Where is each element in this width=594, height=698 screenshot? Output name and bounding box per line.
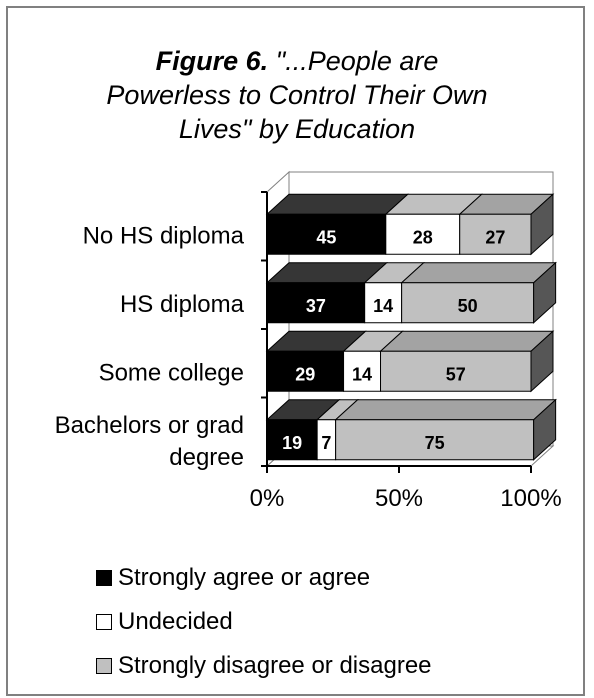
bar-segment [266,419,318,461]
legend-label-agree: Strongly agree or agree [118,564,371,591]
data-label: 19 [282,433,302,453]
x-tick-label: 50% [375,485,423,512]
bar-segment [266,213,387,255]
bar-segment [266,282,366,324]
category-label: HS diploma [120,291,245,318]
data-label: 45 [316,227,336,247]
bar-side-face [530,330,554,393]
data-label: 57 [446,364,466,384]
bar-top-face [400,262,557,284]
chart-title: Figure 6. "...People are Powerless to Co… [0,44,594,146]
legend-label-undecided: Undecided [118,608,233,635]
bar-side-face [533,261,557,324]
bar-segment [343,350,382,392]
legend-item-disagree: Strongly disagree or disagree [96,644,432,688]
bar-top-face [334,399,557,421]
bar-chart: 0% 50% 100% 45 28 27 No HS diploma 37 14 50 HS dip… [55,170,562,512]
bar-segment [364,282,403,324]
category-label: Some college [99,359,244,386]
data-label: 14 [373,296,393,316]
bar-side-face [530,193,554,256]
title-figure-number: Figure 6. [155,46,269,76]
legend-swatch-undecided [96,614,112,630]
data-label: 50 [458,296,478,316]
legend-swatch-agree [96,570,112,586]
title-text-1: "...People are [275,46,439,76]
data-label: 37 [306,296,326,316]
category-label: degree [169,444,244,471]
bar-segment [335,419,535,461]
x-tick-label: 0% [250,485,285,512]
bar-segment [385,213,461,255]
x-tick-label: 100% [500,485,561,512]
legend-label-disagree: Strongly disagree or disagree [118,652,432,679]
legend-swatch-disagree [96,658,112,674]
title-line-3: Lives" by Education [178,114,416,144]
bar-segment [459,213,532,255]
title-line-1: Figure 6. "...People are [0,44,594,78]
title-line-2: Powerless to Control Their Own [106,80,488,110]
data-label: 28 [413,227,433,247]
legend-item-undecided: Undecided [96,600,432,644]
data-label: 27 [485,227,505,247]
data-label: 7 [321,433,331,453]
bar-top-face [379,330,555,352]
bar-top-face [265,193,410,215]
bar-segment [380,350,532,392]
category-label: No HS diploma [83,222,245,249]
data-label: 75 [425,433,445,453]
bar-segment [401,282,535,324]
data-label: 29 [295,364,315,384]
data-label: 14 [352,364,372,384]
bar-side-face [533,398,557,461]
legend: Strongly agree or agree Undecided Strong… [96,556,432,688]
legend-item-agree: Strongly agree or agree [96,556,432,600]
category-label: Bachelors or grad [55,412,244,439]
